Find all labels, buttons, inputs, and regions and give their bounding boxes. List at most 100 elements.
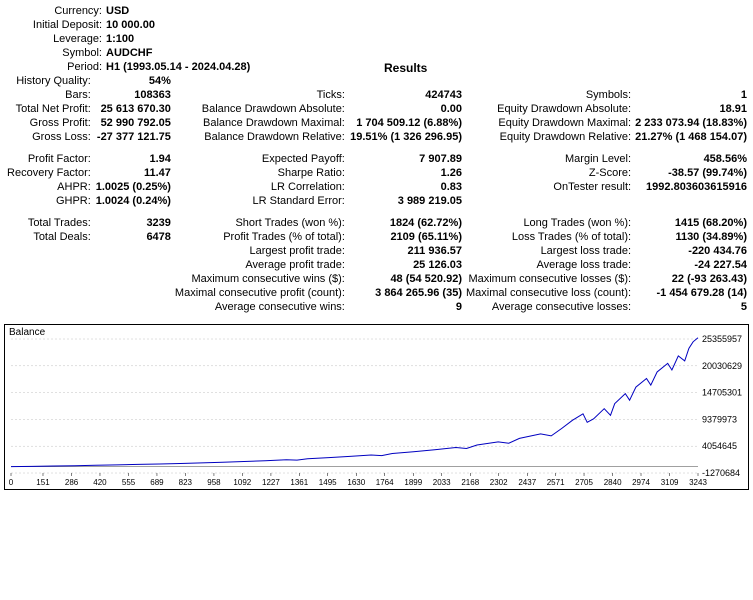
st-val: 1824 (62.72%) [347, 216, 464, 230]
lt-lbl: Long Trades (won %): [464, 216, 633, 230]
currency-value: USD [104, 4, 444, 18]
eddm-lbl: Equity Drawdown Maximal: [464, 116, 633, 130]
ml-val: 458.56% [633, 152, 749, 166]
svg-text:2302: 2302 [490, 478, 508, 487]
svg-text:2437: 2437 [518, 478, 536, 487]
bars-lbl: Bars: [4, 88, 93, 102]
svg-text:1630: 1630 [347, 478, 365, 487]
ahpr-val: 1.0025 (0.25%) [93, 180, 173, 194]
gl-lbl: Gross Loss: [4, 130, 93, 144]
header-table: Currency:USD Initial Deposit:10 000.00 L… [4, 4, 444, 74]
deposit-value: 10 000.00 [104, 18, 444, 32]
svg-text:25355957: 25355957 [702, 334, 742, 344]
mcl-lbl: Maximum consecutive losses ($): [464, 272, 633, 286]
svg-text:3109: 3109 [661, 478, 679, 487]
symbols-val: 1 [633, 88, 749, 102]
ml-lbl: Margin Level: [464, 152, 633, 166]
bddr-val: 19.51% (1 326 296.95) [347, 130, 464, 144]
bars-val: 108363 [93, 88, 173, 102]
svg-text:2705: 2705 [575, 478, 593, 487]
bdda-lbl: Balance Drawdown Absolute: [173, 102, 347, 116]
stats-table: History Quality: 54% Bars: 108363 Ticks:… [4, 74, 749, 314]
loss-lbl: Loss Trades (% of total): [464, 230, 633, 244]
tt-lbl: Total Trades: [4, 216, 93, 230]
alt-lbl: Average loss trade: [464, 258, 633, 272]
lrc-lbl: LR Correlation: [173, 180, 347, 194]
pt-lbl: Profit Trades (% of total): [173, 230, 347, 244]
svg-text:1764: 1764 [376, 478, 394, 487]
acw-val: 9 [347, 300, 464, 314]
balance-chart: -127068440546459379973147053012003062925… [7, 327, 748, 487]
deposit-label: Initial Deposit: [4, 18, 104, 32]
lpt-lbl: Largest profit trade: [173, 244, 347, 258]
period-text: H1 (1993.05.14 - 2024.04.28) [106, 61, 250, 73]
bddm-val: 1 704 509.12 (6.88%) [347, 116, 464, 130]
results-title: Results [384, 61, 427, 75]
gl-val: -27 377 121.75 [93, 130, 173, 144]
mcp-val: 3 864 265.96 (35) [347, 286, 464, 300]
svg-text:555: 555 [122, 478, 136, 487]
mcls-val: -1 454 679.28 (14) [633, 286, 749, 300]
svg-text:1361: 1361 [290, 478, 308, 487]
tt-val: 3239 [93, 216, 173, 230]
eddm-val: 2 233 073.94 (18.83%) [633, 116, 749, 130]
leverage-value: 1:100 [104, 32, 444, 46]
loss-val: 1130 (34.89%) [633, 230, 749, 244]
ghpr-val: 1.0024 (0.24%) [93, 194, 173, 208]
svg-text:2840: 2840 [604, 478, 622, 487]
svg-text:151: 151 [36, 478, 50, 487]
pf-lbl: Profit Factor: [4, 152, 93, 166]
acl-lbl: Average consecutive losses: [464, 300, 633, 314]
ticks-val: 424743 [347, 88, 464, 102]
bddm-lbl: Balance Drawdown Maximal: [173, 116, 347, 130]
svg-text:1495: 1495 [319, 478, 337, 487]
ep-lbl: Expected Payoff: [173, 152, 347, 166]
mcw-lbl: Maximum consecutive wins ($): [173, 272, 347, 286]
sr-val: 1.26 [347, 166, 464, 180]
lpt-val: 211 936.57 [347, 244, 464, 258]
ticks-lbl: Ticks: [173, 88, 347, 102]
lrse-lbl: LR Standard Error: [173, 194, 347, 208]
svg-text:1092: 1092 [233, 478, 251, 487]
svg-text:14705301: 14705301 [702, 388, 742, 398]
mcp-lbl: Maximal consecutive profit (count): [173, 286, 347, 300]
svg-text:420: 420 [93, 478, 107, 487]
period-label: Period: [4, 60, 104, 74]
tnp-lbl: Total Net Profit: [4, 102, 93, 116]
ot-lbl: OnTester result: [464, 180, 633, 194]
svg-text:2571: 2571 [547, 478, 565, 487]
apt-lbl: Average profit trade: [173, 258, 347, 272]
acl-val: 5 [633, 300, 749, 314]
currency-label: Currency: [4, 4, 104, 18]
hq-val: 54% [93, 74, 173, 88]
svg-text:3243: 3243 [689, 478, 707, 487]
sr-lbl: Sharpe Ratio: [173, 166, 347, 180]
svg-text:1227: 1227 [262, 478, 280, 487]
pt-val: 2109 (65.11%) [347, 230, 464, 244]
svg-text:1899: 1899 [404, 478, 422, 487]
svg-text:689: 689 [150, 478, 164, 487]
svg-text:20030629: 20030629 [702, 361, 742, 371]
alt-val: -24 227.54 [633, 258, 749, 272]
gp-lbl: Gross Profit: [4, 116, 93, 130]
ghpr-lbl: GHPR: [4, 194, 93, 208]
lt-val: 1415 (68.20%) [633, 216, 749, 230]
svg-text:2168: 2168 [461, 478, 479, 487]
mcw-val: 48 (54 520.92) [347, 272, 464, 286]
td-val: 6478 [93, 230, 173, 244]
rf-val: 11.47 [93, 166, 173, 180]
svg-text:0: 0 [9, 478, 14, 487]
pf-val: 1.94 [93, 152, 173, 166]
symbol-value: AUDCHF [104, 46, 444, 60]
eddr-val: 21.27% (1 468 154.07) [633, 130, 749, 144]
svg-text:823: 823 [179, 478, 193, 487]
lrc-val: 0.83 [347, 180, 464, 194]
hq-lbl: History Quality: [4, 74, 93, 88]
mcl-val: 22 (-93 263.43) [633, 272, 749, 286]
lrse-val: 3 989 219.05 [347, 194, 464, 208]
svg-text:286: 286 [65, 478, 79, 487]
eddr-lbl: Equity Drawdown Relative: [464, 130, 633, 144]
zs-val: -38.57 (99.74%) [633, 166, 749, 180]
acw-lbl: Average consecutive wins: [173, 300, 347, 314]
st-lbl: Short Trades (won %): [173, 216, 347, 230]
